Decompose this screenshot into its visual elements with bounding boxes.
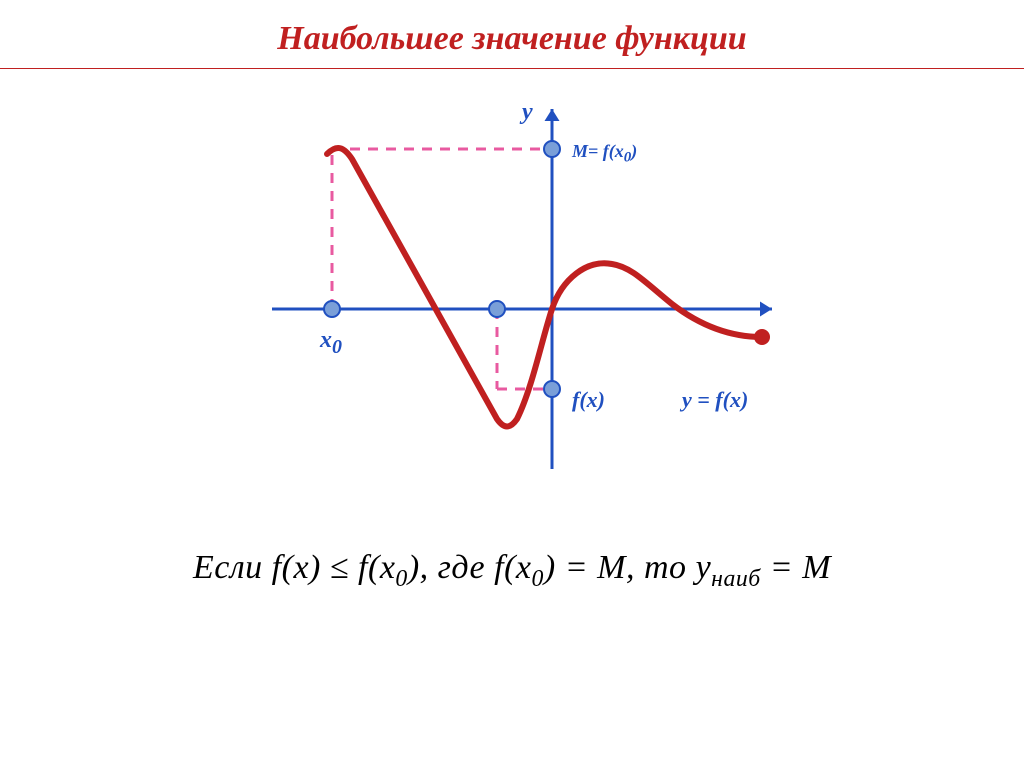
formula-f2: f bbox=[358, 549, 368, 586]
title-underline bbox=[0, 68, 1024, 69]
chart-label-y_axis: y bbox=[522, 99, 533, 126]
formula-sub-naib: наиб bbox=[711, 566, 761, 592]
formula-where: где bbox=[438, 549, 494, 586]
formula-paren3: ( bbox=[504, 549, 516, 586]
formula-y: y bbox=[696, 549, 712, 586]
formula-paren2: ( bbox=[368, 549, 380, 586]
formula: Если f(x) ≤ f(x0), где f(x0) = M, то yна… bbox=[0, 549, 1024, 593]
formula-paren: ( bbox=[282, 549, 294, 586]
formula-eq1: ) = bbox=[544, 549, 597, 586]
title-text: Наибольшее значение функции bbox=[277, 20, 746, 57]
formula-f1: f bbox=[272, 549, 282, 586]
formula-sub0a: 0 bbox=[395, 566, 407, 592]
formula-sub0b: 0 bbox=[532, 566, 544, 592]
formula-x0b: x bbox=[516, 549, 532, 586]
formula-M2: M bbox=[802, 549, 831, 586]
formula-leq: ) ≤ bbox=[309, 549, 358, 586]
chart-label-yfx_label: y = f(x) bbox=[682, 387, 748, 413]
formula-if: Если bbox=[193, 549, 272, 586]
chart-label-fx_label: f(x) bbox=[572, 387, 605, 413]
chart-svg bbox=[232, 89, 792, 489]
formula-x0a: x bbox=[380, 549, 396, 586]
page-title: Наибольшее значение функции bbox=[0, 0, 1024, 68]
formula-eq2: = bbox=[761, 549, 802, 586]
formula-x1: x bbox=[293, 549, 309, 586]
formula-M1: M bbox=[597, 549, 626, 586]
formula-comma: ), bbox=[408, 549, 438, 586]
formula-f3: f bbox=[494, 549, 504, 586]
chart-label-x0_label: x0 bbox=[320, 327, 342, 359]
formula-comma2: , bbox=[626, 549, 644, 586]
chart-label-M_label: M= f(x0) bbox=[572, 141, 637, 167]
chart-region: y M= f(x0) x0 f(x) y = f(x) bbox=[232, 89, 792, 489]
formula-then: то bbox=[644, 549, 696, 586]
